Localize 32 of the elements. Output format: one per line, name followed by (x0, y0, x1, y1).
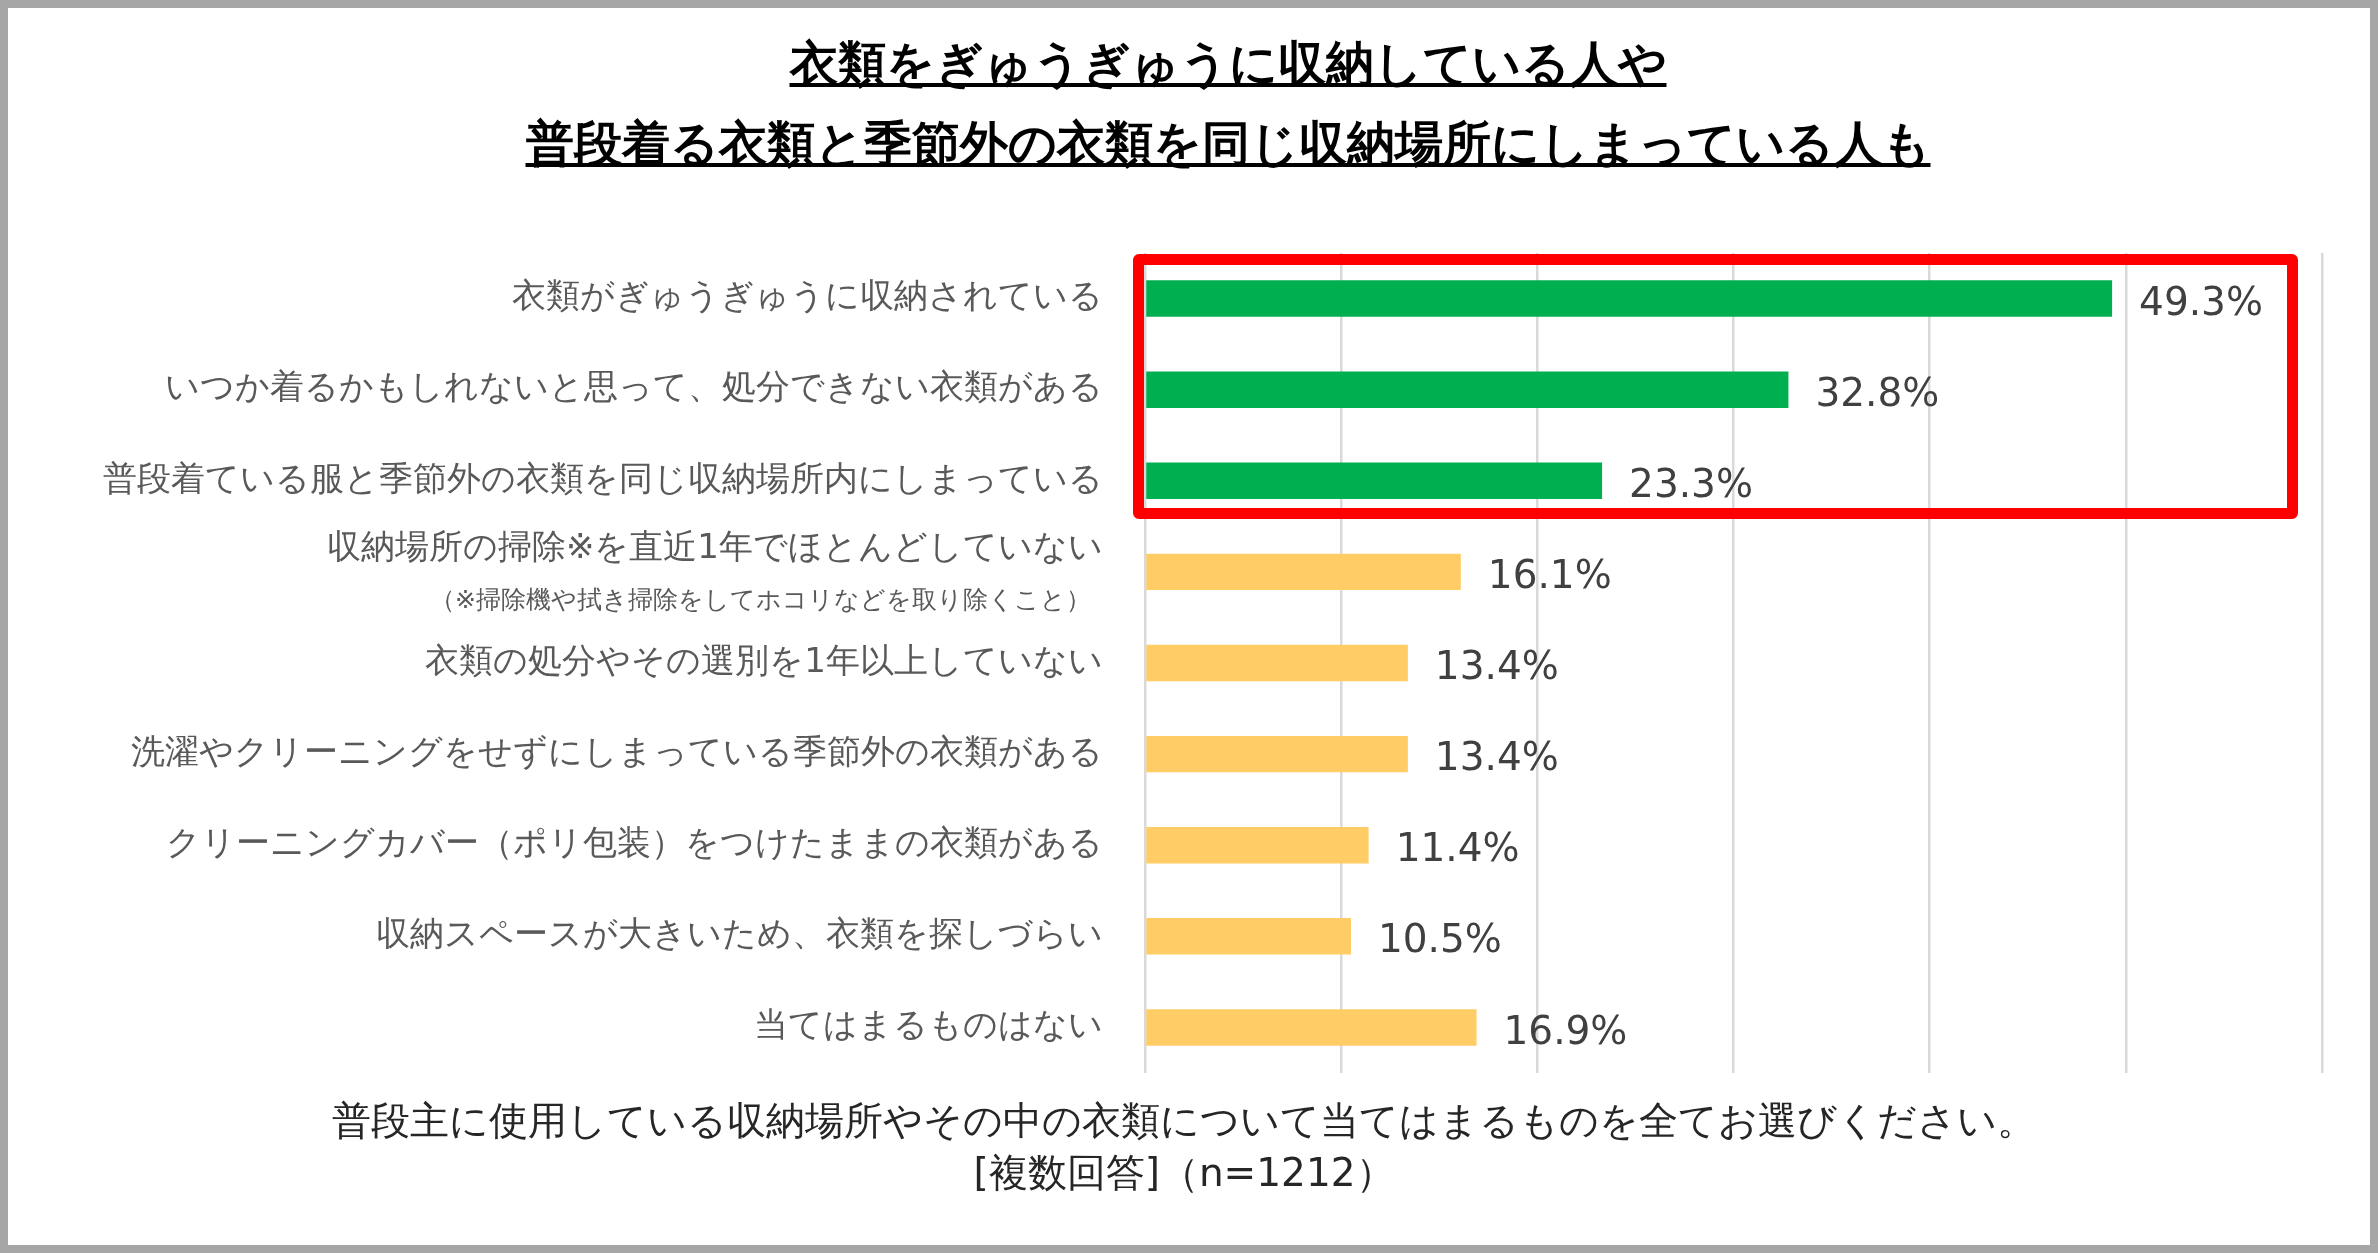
bar (1146, 553, 1461, 591)
y-tick-label: クリーニングカバー（ポリ包装）をつけたままの衣類がある (166, 822, 1103, 863)
bar (1146, 1009, 1477, 1046)
bar (1146, 462, 1603, 499)
y-tick-label: 収納スペースが大きいため、衣類を探しづらい (376, 913, 1103, 954)
bar (1146, 371, 1789, 408)
data-label: 32.8% (1815, 369, 1940, 415)
text: 普段主に使用している収納場所やその中の衣類について当てはまるものを全てお選びください。 (332, 1097, 2036, 1145)
bar (1146, 918, 1351, 955)
y-tick-label: 収納場所の掃除※を直近1年でほとんどしていない (326, 525, 1103, 566)
y-tick-label: 普段着ている服と季節外の衣類を同じ収納場所内にしまっている (103, 457, 1103, 498)
bar (1146, 735, 1408, 773)
data-label: 10.5% (1377, 916, 1502, 962)
text: [複数回答]（n=1212） (972, 1149, 1396, 1197)
data-label: 13.4% (1434, 643, 1559, 689)
bar (1146, 280, 2113, 317)
data-label: 49.3% (2139, 278, 2264, 324)
data-label: 16.9% (1503, 1007, 1628, 1053)
data-label: 13.4% (1434, 734, 1559, 780)
data-label: 16.1% (1487, 552, 1612, 598)
chart-title: 衣類をぎゅうぎゅうに収納している人や (789, 34, 1667, 93)
y-tick-label: いつか着るかもしれないと思って、処分できない衣類がある (165, 366, 1103, 407)
y-tick-label: 衣類の処分やその選別を1年以上していない (425, 639, 1103, 680)
y-tick-label: 洗濯やクリーニングをせずにしまっている季節外の衣類がある (131, 730, 1103, 771)
text: （※掃除機や拭き掃除をしてホコリなどを取り除くこと） (430, 585, 1091, 615)
chart-subtitle: 普段着る衣類と季節外の衣類を同じ収納場所にしまっている人も (525, 114, 1931, 173)
bar (1146, 827, 1369, 864)
data-label: 23.3% (1629, 460, 1753, 506)
y-tick-label: 当てはまるものはない (754, 1004, 1103, 1045)
y-tick-label: 衣類がぎゅうぎゅうに収納されている (512, 275, 1103, 316)
data-label: 11.4% (1395, 825, 1520, 871)
bar (1146, 644, 1408, 682)
